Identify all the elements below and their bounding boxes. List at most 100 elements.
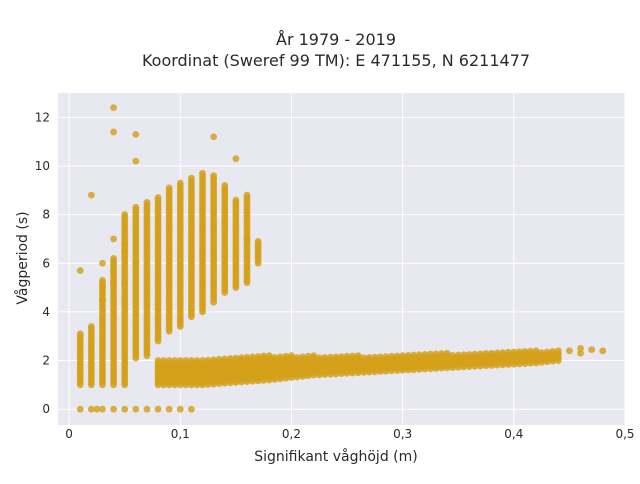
data-point [132, 130, 140, 138]
data-point [165, 405, 173, 413]
data-point [76, 267, 84, 274]
data-point [265, 352, 273, 360]
data-point [588, 346, 596, 354]
y-tick-label: 12 [35, 110, 50, 124]
x-tick-label: 0,1 [171, 427, 190, 441]
data-point [143, 199, 151, 206]
data-point [99, 276, 106, 284]
data-point [165, 184, 173, 192]
data-point [577, 349, 584, 357]
data-point [143, 405, 151, 413]
data-point [243, 191, 251, 199]
data-point [471, 350, 479, 358]
data-point [554, 347, 562, 355]
data-point [110, 405, 117, 413]
data-point [121, 211, 129, 219]
data-point [421, 351, 429, 358]
data-point [215, 355, 223, 363]
data-point [454, 351, 462, 359]
data-point [76, 330, 84, 338]
data-point [221, 182, 229, 189]
data-point [321, 354, 329, 361]
data-point [504, 348, 512, 356]
data-point [393, 352, 401, 360]
data-point [165, 357, 173, 364]
data-point [271, 354, 279, 361]
y-tick-label: 0 [42, 402, 50, 416]
data-point [432, 350, 440, 358]
data-point [99, 405, 106, 413]
data-point [543, 348, 551, 356]
x-tick-label: 0,2 [282, 427, 301, 441]
data-point [310, 352, 318, 360]
data-point [210, 172, 218, 180]
data-point [299, 353, 306, 361]
data-point [199, 357, 206, 364]
data-point [226, 355, 234, 362]
data-point [415, 351, 423, 359]
data-point [238, 354, 245, 362]
data-point [288, 352, 295, 360]
data-points [76, 104, 607, 413]
data-point [243, 353, 251, 361]
chart-title-line1: År 1979 - 2019 [276, 30, 396, 49]
data-point [282, 352, 290, 360]
data-point [521, 348, 529, 355]
data-point [154, 357, 162, 364]
data-point [232, 354, 240, 362]
data-point [304, 352, 312, 360]
data-point [221, 218, 229, 226]
data-point [99, 296, 106, 304]
data-point [176, 179, 184, 187]
data-point [132, 259, 140, 267]
data-point [193, 357, 201, 364]
data-point [154, 194, 162, 201]
data-point [566, 347, 573, 355]
data-point [121, 247, 129, 255]
data-point [399, 352, 407, 360]
data-point [510, 348, 518, 356]
data-point [87, 405, 95, 413]
data-point [410, 351, 418, 359]
data-point [349, 352, 357, 360]
data-point [121, 279, 129, 287]
data-point [232, 155, 240, 163]
data-point [132, 405, 140, 413]
data-point [404, 351, 412, 359]
data-point [99, 259, 106, 267]
data-point [232, 196, 240, 204]
data-point [515, 348, 523, 356]
data-point [360, 354, 368, 362]
axes: 0 0,1 0,2 0,3 0,4 0,5 0 2 4 6 8 10 12 [35, 110, 635, 441]
data-point [599, 347, 607, 355]
data-point [427, 350, 434, 358]
data-point [93, 405, 101, 413]
data-point [527, 347, 534, 355]
data-point [110, 235, 117, 243]
data-point [315, 354, 323, 362]
data-point [176, 357, 184, 364]
data-point [377, 353, 384, 361]
y-tick-label: 6 [42, 256, 50, 270]
data-point [293, 354, 301, 361]
data-point [488, 349, 495, 357]
data-point [338, 353, 345, 360]
data-point [210, 356, 218, 364]
data-point [482, 350, 490, 357]
data-point [188, 174, 195, 182]
data-point [154, 405, 162, 413]
data-point [438, 350, 445, 357]
data-point [443, 349, 451, 357]
y-axis-label: Vågperiod (s) [14, 211, 31, 304]
data-point [182, 357, 190, 364]
x-tick-label: 0,3 [393, 427, 412, 441]
data-point [326, 353, 334, 361]
data-point [493, 349, 501, 357]
data-point [110, 128, 117, 136]
data-point [87, 323, 95, 330]
data-point [465, 351, 473, 358]
x-tick-label: 0,5 [615, 427, 634, 441]
data-point [176, 405, 184, 413]
